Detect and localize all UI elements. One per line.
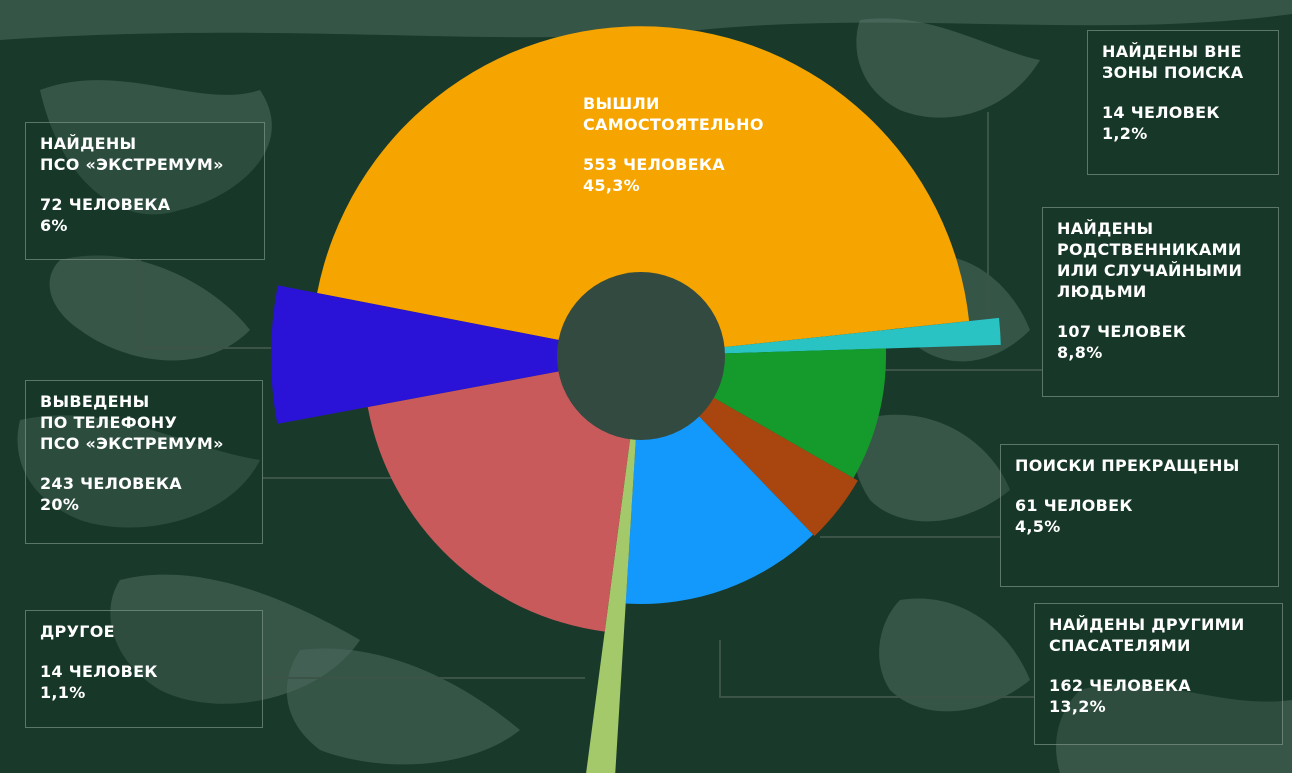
- slice-0-percent: 45,3%: [583, 176, 641, 195]
- slice-6-count: 243 человека: [40, 474, 182, 493]
- slice-6-title: Выведены по телефону ПСО «Экстремум»: [40, 392, 224, 453]
- slice-5-percent: 1,1%: [40, 683, 86, 702]
- slice-0-count: 553 человека: [583, 155, 725, 174]
- slice-2-percent: 8,8%: [1057, 343, 1103, 362]
- label-box-1: Найдены вне зоны поиска 14 человек 1,2%: [1087, 30, 1279, 175]
- slice-1-title: Найдены вне зоны поиска: [1102, 42, 1244, 82]
- pie-slice-0: [317, 26, 970, 356]
- slice-5-title: Другое: [40, 622, 115, 641]
- slice-2-title: Найдены родственниками или случайными лю…: [1057, 219, 1243, 301]
- slice-4-percent: 13,2%: [1049, 697, 1107, 716]
- slice-4-count: 162 человека: [1049, 676, 1191, 695]
- center-hole: [557, 272, 725, 440]
- slice-0-title: Вышли самостоятельно: [583, 94, 764, 134]
- slice-4-title: Найдены другими спасателями: [1049, 615, 1245, 655]
- pie-slice-6: [367, 356, 641, 632]
- label-box-5: Другое 14 человек 1,1%: [25, 610, 263, 728]
- slice-3-percent: 4,5%: [1015, 517, 1061, 536]
- slice-7-percent: 6%: [40, 216, 68, 235]
- label-box-7: Найдены ПСО «Экстремум» 72 человека 6%: [25, 122, 265, 260]
- slice-7-count: 72 человека: [40, 195, 171, 214]
- pie-slice-1: [641, 317, 1001, 356]
- label-box-6: Выведены по телефону ПСО «Экстремум» 243…: [25, 380, 263, 544]
- slice-2-count: 107 человек: [1057, 322, 1187, 341]
- label-box-4: Найдены другими спасателями 162 человека…: [1034, 603, 1283, 745]
- slice-label-0: Вышли самостоятельно 553 человека 45,3%: [583, 93, 764, 196]
- slice-6-percent: 20%: [40, 495, 80, 514]
- pie-slice-5: [586, 356, 641, 773]
- slice-5-count: 14 человек: [40, 662, 158, 681]
- label-box-3: Поиски прекращены 61 человек 4,5%: [1000, 444, 1279, 587]
- label-box-2: Найдены родственниками или случайными лю…: [1042, 207, 1279, 397]
- leader-line-3: [719, 640, 1034, 698]
- slice-1-count: 14 человек: [1102, 103, 1220, 122]
- pie-slice-7: [271, 285, 641, 424]
- slice-3-title: Поиски прекращены: [1015, 456, 1240, 475]
- slice-7-title: Найдены ПСО «Экстремум»: [40, 134, 224, 174]
- slice-1-percent: 1,2%: [1102, 124, 1148, 143]
- slice-3-count: 61 человек: [1015, 496, 1133, 515]
